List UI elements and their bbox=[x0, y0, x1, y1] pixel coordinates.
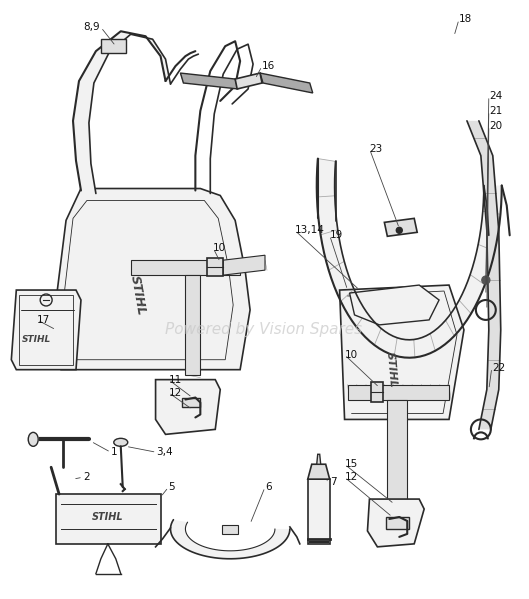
Polygon shape bbox=[73, 31, 170, 193]
Polygon shape bbox=[387, 400, 407, 499]
Polygon shape bbox=[371, 382, 384, 401]
Text: 12: 12 bbox=[169, 388, 182, 398]
Polygon shape bbox=[350, 285, 439, 325]
Text: STIHL: STIHL bbox=[92, 512, 124, 522]
Polygon shape bbox=[308, 464, 330, 479]
Ellipse shape bbox=[28, 432, 38, 446]
Polygon shape bbox=[348, 385, 449, 400]
Text: Powered by Vision Spares: Powered by Vision Spares bbox=[166, 322, 362, 337]
Polygon shape bbox=[101, 39, 126, 53]
Text: 12: 12 bbox=[344, 472, 358, 482]
Polygon shape bbox=[368, 499, 424, 547]
Polygon shape bbox=[186, 275, 200, 374]
Text: 23: 23 bbox=[369, 144, 382, 154]
Polygon shape bbox=[308, 479, 330, 544]
Polygon shape bbox=[56, 189, 250, 370]
Polygon shape bbox=[317, 454, 321, 464]
Text: 16: 16 bbox=[262, 61, 275, 71]
Polygon shape bbox=[156, 380, 220, 434]
Polygon shape bbox=[386, 517, 409, 529]
Text: 22: 22 bbox=[492, 362, 505, 373]
Polygon shape bbox=[317, 159, 501, 358]
Text: 6: 6 bbox=[265, 482, 271, 492]
Circle shape bbox=[482, 276, 490, 284]
Polygon shape bbox=[180, 73, 238, 89]
Text: 10: 10 bbox=[344, 350, 358, 360]
Text: 18: 18 bbox=[459, 14, 472, 25]
Ellipse shape bbox=[114, 438, 127, 446]
Polygon shape bbox=[222, 525, 238, 534]
Text: 19: 19 bbox=[330, 230, 343, 240]
Text: STIHL: STIHL bbox=[385, 351, 398, 388]
Text: 10: 10 bbox=[213, 243, 226, 253]
Polygon shape bbox=[467, 121, 501, 429]
Text: 1: 1 bbox=[111, 447, 117, 457]
Polygon shape bbox=[56, 494, 160, 544]
Text: 7: 7 bbox=[330, 477, 336, 487]
Text: 21: 21 bbox=[489, 106, 502, 116]
Text: 15: 15 bbox=[344, 459, 358, 469]
Text: 8,9: 8,9 bbox=[83, 22, 99, 32]
Text: 24: 24 bbox=[489, 91, 502, 101]
Text: 3,4: 3,4 bbox=[157, 447, 173, 457]
Text: STIHL: STIHL bbox=[22, 335, 51, 344]
Circle shape bbox=[396, 228, 402, 233]
Text: 11: 11 bbox=[169, 374, 182, 385]
Polygon shape bbox=[235, 73, 262, 89]
Polygon shape bbox=[260, 73, 313, 93]
Polygon shape bbox=[223, 255, 265, 275]
Polygon shape bbox=[131, 260, 240, 275]
Text: 17: 17 bbox=[37, 315, 50, 325]
Text: 13,14: 13,14 bbox=[295, 225, 325, 235]
Polygon shape bbox=[183, 398, 200, 407]
Polygon shape bbox=[385, 219, 417, 236]
Polygon shape bbox=[207, 258, 223, 276]
Polygon shape bbox=[11, 290, 81, 370]
Polygon shape bbox=[170, 520, 290, 559]
Text: 5: 5 bbox=[169, 482, 175, 492]
Text: STIHL: STIHL bbox=[127, 274, 148, 316]
Polygon shape bbox=[340, 285, 464, 419]
Text: 20: 20 bbox=[489, 121, 502, 131]
Text: 2: 2 bbox=[83, 472, 89, 482]
